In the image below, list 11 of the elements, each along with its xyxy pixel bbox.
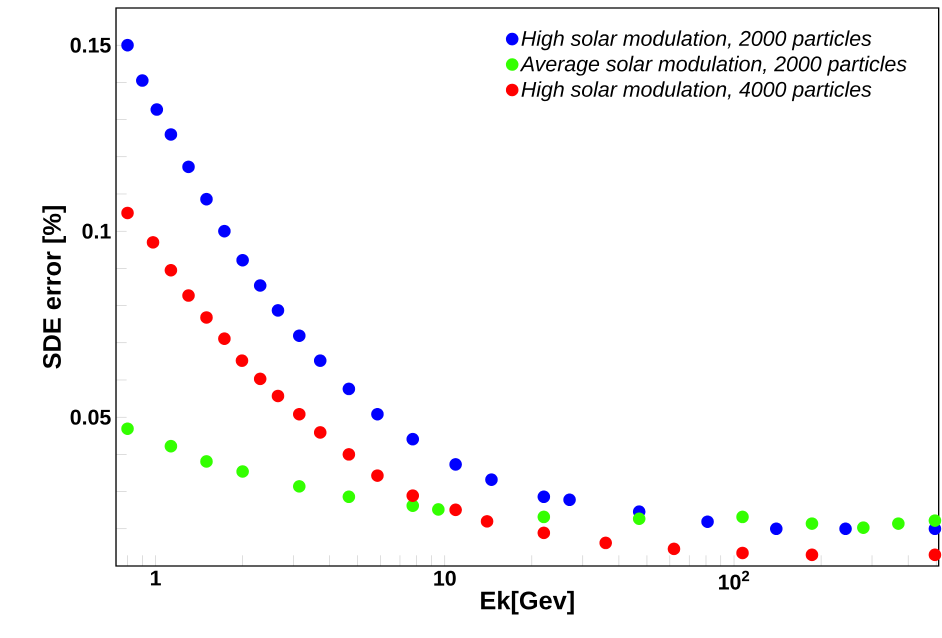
legend-label: Average solar modulation, 2000 particles <box>520 56 907 76</box>
y-tick-label: 0.1 <box>82 224 111 239</box>
y-axis-title: SDE error [%] <box>42 206 66 369</box>
y-tick-label: 0.15 <box>70 38 111 53</box>
x-tick-label: 10$^{2}$ <box>719 570 750 590</box>
legend-label: High solar modulation, 4000 particles <box>522 81 872 102</box>
x-tick-label: 10 <box>434 570 456 586</box>
x-tick-label: 1 <box>150 570 161 586</box>
x-axis-title: Ek[Gev] <box>481 590 574 614</box>
legend-label: High solar modulation, 2000 particles <box>522 30 872 50</box>
y-tick-label: 0.05 <box>70 410 111 425</box>
